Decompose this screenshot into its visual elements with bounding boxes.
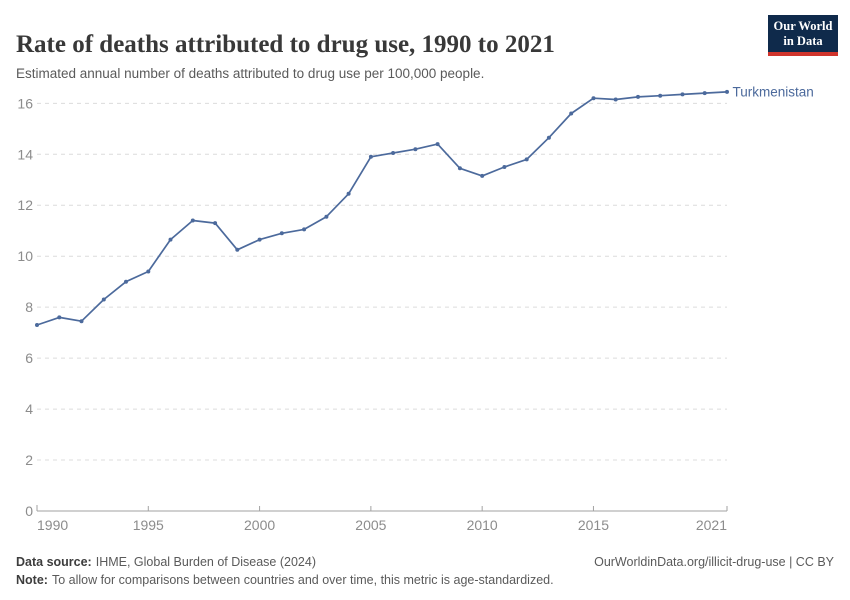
data-point-marker [101,297,106,302]
data-point-marker [79,319,84,324]
page-title: Rate of deaths attributed to drug use, 1… [16,30,555,58]
series-entity-label: Turkmenistan [733,84,814,99]
owid-logo[interactable]: Our World in Data [768,15,838,56]
data-point-marker [457,166,462,171]
data-source: Data source: IHME, Global Burden of Disea… [16,555,316,569]
y-tick-label: 6 [25,350,33,366]
data-point-marker [279,231,284,236]
note-text: To allow for comparisons between countri… [51,573,554,587]
data-point-marker [257,237,262,242]
data-point-marker [302,227,307,232]
data-point-marker [591,96,596,101]
data-point-marker [658,93,663,98]
data-point-marker [435,142,440,147]
note-label: Note: [16,573,48,587]
x-tick-label: 2015 [578,517,609,533]
data-point-marker [702,91,707,96]
owid-logo-line1: Our World [773,19,833,33]
x-tick-label: 2021 [696,517,727,533]
data-point-marker [480,173,485,178]
data-point-marker [235,247,240,252]
data-point-marker [569,111,574,116]
y-tick-label: 16 [17,95,33,111]
y-tick-label: 12 [17,197,33,213]
series-line [36,91,728,326]
data-source-label: Data source: [16,555,92,569]
footer-source-row: Data source: IHME, Global Burden of Disea… [16,555,834,569]
data-point-marker [324,214,329,219]
data-point-marker [213,221,218,226]
owid-logo-line2: in Data [783,33,823,48]
x-tick-label: 1990 [37,517,68,533]
data-point-marker [502,165,507,169]
license-link[interactable]: OurWorldinData.org/illicit-drug-use | CC… [594,555,834,569]
y-tick-label: 0 [25,503,33,519]
footer-note-row: Note: To allow for comparisons between co… [16,573,834,587]
data-point-marker [680,92,685,97]
data-point-marker [190,218,195,223]
data-point-marker [636,94,640,99]
data-point-marker [391,151,396,155]
x-tick-label: 2010 [467,517,498,533]
data-point-marker [413,147,418,152]
x-tick-label: 2000 [244,517,275,533]
data-source-text: IHME, Global Burden of Disease (2024) [95,555,316,569]
chart-note: Note: To allow for comparisons between co… [16,573,554,587]
data-point-marker [613,97,618,102]
x-tick-label: 1995 [133,517,164,533]
data-point-marker [168,237,173,242]
data-point-marker [368,154,373,159]
y-tick-label: 14 [17,146,33,162]
chart-footer: Data source: IHME, Global Burden of Disea… [16,551,834,587]
y-tick-label: 10 [17,248,33,264]
data-point-marker [146,269,151,274]
chart-subtitle: Estimated annual number of deaths attrib… [16,65,485,81]
data-point-marker [346,191,351,196]
y-tick-label: 2 [25,452,33,468]
y-tick-label: 8 [25,299,33,315]
y-tick-label: 4 [25,401,33,417]
data-point-marker [524,157,529,162]
x-tick-label: 2005 [355,517,386,533]
data-point-marker [57,315,62,320]
data-point-marker [35,323,39,327]
data-point-marker [546,135,551,140]
data-point-marker [124,279,128,284]
data-point-marker [725,89,729,94]
